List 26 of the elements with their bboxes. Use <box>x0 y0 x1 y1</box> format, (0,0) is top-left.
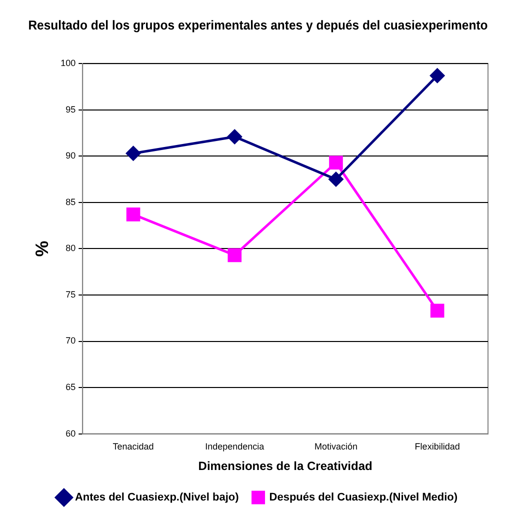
y-tick-label: 85 <box>66 196 76 207</box>
chart-title: Resultado del los grupos experimentales antes y depués del cuasiexperimento <box>28 18 488 32</box>
x-tick-label: Motivación <box>314 442 358 452</box>
y-tick-label: 70 <box>66 336 76 346</box>
legend-label: Después del Cuasiexp.(Nivel Medio) <box>269 492 458 504</box>
point <box>328 172 344 187</box>
point <box>126 146 141 161</box>
x-tick-label: Tenacidad <box>112 442 154 452</box>
point <box>430 304 444 318</box>
point <box>430 68 445 83</box>
x-tick-label: Independencia <box>205 442 264 452</box>
y-tick-label: 95 <box>66 104 76 114</box>
point <box>329 156 343 170</box>
y-tick-label: 65 <box>66 382 76 392</box>
x-axis-title: Dimensiones de la Creatividad <box>198 459 372 474</box>
x-tick-label: Flexibilidad <box>414 442 460 452</box>
y-tick-label: 90 <box>66 150 76 161</box>
y-tick-label: 60 <box>66 428 76 438</box>
point <box>227 129 242 144</box>
y-tick-label: 100 <box>60 58 76 68</box>
y-tick-label: 80 <box>66 243 76 254</box>
point <box>126 208 140 222</box>
legend-label: Antes del Cuasiexp.(Nivel bajo) <box>74 492 240 504</box>
y-tick-label: 75 <box>66 289 76 300</box>
point <box>228 248 242 262</box>
y-axis-title: % <box>32 240 52 257</box>
